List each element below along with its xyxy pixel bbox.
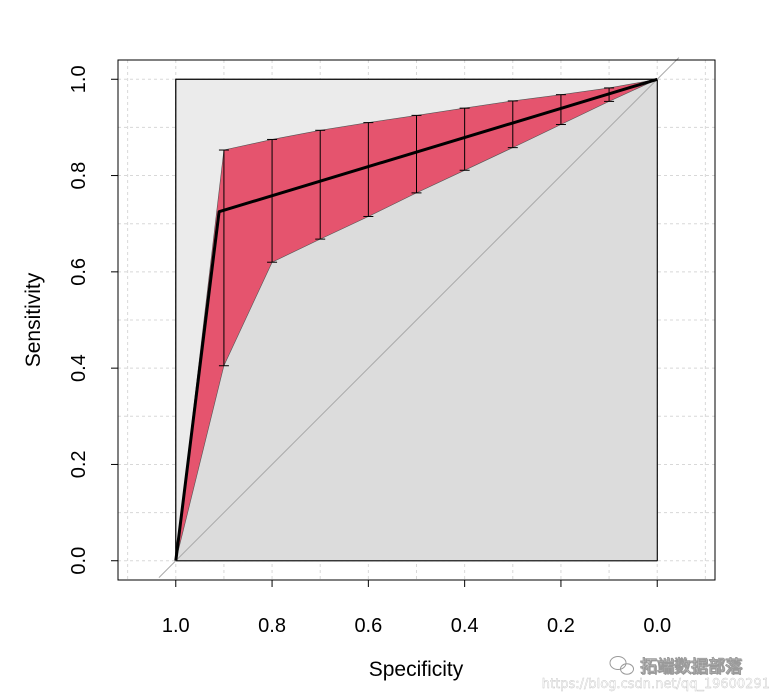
x-tick-label: 0.4 <box>451 615 479 637</box>
watermark-url: https://blog.csdn.net/qq_19600291 <box>542 677 770 692</box>
x-tick-label: 1.0 <box>162 615 190 637</box>
watermark-brand-shadow: 拓端数据部落 <box>641 657 744 678</box>
y-axis-title: Sensitivity <box>22 272 45 367</box>
watermark-brand: 拓端数据部落 <box>640 656 743 677</box>
y-tick-label: 1.0 <box>68 65 90 93</box>
x-axis-title: Specificity <box>369 658 464 681</box>
watermark: 拓端数据部落 拓端数据部落 https://blog.csdn.net/qq_1… <box>542 655 770 692</box>
y-tick-label: 0.2 <box>68 450 90 478</box>
axes: 1.0 0.8 0.6 0.4 0.2 0.0 0.0 0.2 0.4 0.6 0.8 1.0 <box>68 65 671 637</box>
y-tick-label: 0.6 <box>68 258 90 286</box>
y-tick-label: 0.8 <box>68 162 90 190</box>
y-tick-label: 0.4 <box>68 354 90 382</box>
roc-curve <box>174 77 658 561</box>
roc-curve-line <box>174 77 658 561</box>
x-tick-label: 0.6 <box>354 615 382 637</box>
plot-frame <box>117 59 716 581</box>
x-tick-label: 0.0 <box>643 615 671 637</box>
diagonal-reference-line <box>158 57 680 578</box>
y-tick-label: 0.0 <box>68 547 90 575</box>
x-tick-label: 0.2 <box>547 615 575 637</box>
x-tick-label: 0.8 <box>258 615 286 637</box>
wechat-icon <box>608 655 635 676</box>
